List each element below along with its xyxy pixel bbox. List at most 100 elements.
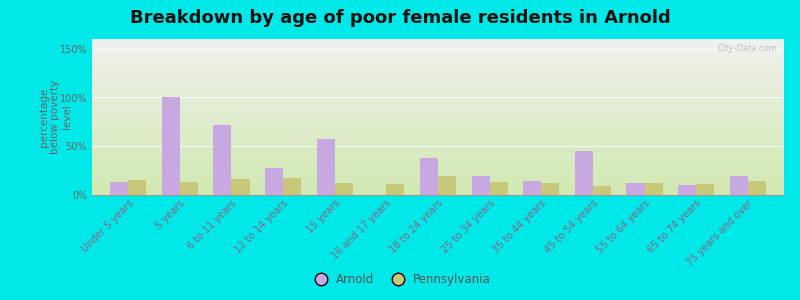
Bar	[92, 108, 784, 109]
Bar	[92, 173, 784, 175]
Bar	[92, 126, 784, 128]
Bar	[92, 117, 784, 118]
Bar	[92, 50, 784, 52]
Bar	[92, 190, 784, 192]
Bar	[92, 97, 784, 98]
Bar	[283, 178, 301, 195]
Bar	[92, 48, 784, 50]
Bar	[92, 73, 784, 75]
Bar	[92, 150, 784, 151]
Bar	[92, 125, 784, 126]
Bar	[92, 52, 784, 53]
Bar	[92, 45, 784, 47]
Bar	[92, 109, 784, 111]
Bar	[523, 181, 542, 195]
Bar	[420, 158, 438, 195]
Bar	[92, 159, 784, 161]
Bar	[92, 172, 784, 173]
Bar	[92, 139, 784, 140]
Bar	[334, 183, 353, 195]
Bar	[593, 186, 611, 195]
Text: Under 5 years: Under 5 years	[79, 198, 135, 254]
Bar	[92, 170, 784, 172]
Bar	[92, 94, 784, 95]
Bar	[92, 58, 784, 59]
Bar	[231, 179, 250, 195]
Bar	[626, 183, 645, 195]
Bar	[180, 182, 198, 195]
Bar	[92, 98, 784, 100]
Text: 16 and 17 years: 16 and 17 years	[330, 198, 394, 261]
Bar	[92, 116, 784, 117]
Bar	[92, 136, 784, 137]
Bar	[92, 158, 784, 159]
Bar	[128, 180, 146, 195]
Text: 65 to 74 years: 65 to 74 years	[646, 198, 703, 255]
Bar	[92, 130, 784, 131]
Text: 5 years: 5 years	[154, 198, 187, 231]
Bar	[92, 106, 784, 108]
Text: 15 years: 15 years	[305, 198, 342, 235]
Bar	[696, 184, 714, 195]
Bar	[92, 53, 784, 55]
Bar	[92, 164, 784, 165]
Y-axis label: percentage
below poverty
level: percentage below poverty level	[38, 80, 72, 154]
Bar	[92, 47, 784, 48]
Text: 18 to 24 years: 18 to 24 years	[388, 198, 445, 255]
Bar	[92, 64, 784, 65]
Bar	[92, 137, 784, 139]
Bar	[92, 59, 784, 61]
Bar	[92, 153, 784, 154]
Bar	[92, 134, 784, 136]
Bar	[92, 44, 784, 45]
Bar	[92, 184, 784, 186]
Bar	[92, 65, 784, 67]
Bar	[92, 187, 784, 189]
Bar	[317, 140, 334, 195]
Bar	[92, 176, 784, 178]
Bar	[92, 55, 784, 56]
Bar	[92, 100, 784, 101]
Bar	[92, 114, 784, 116]
Bar	[110, 182, 128, 195]
Bar	[438, 176, 456, 195]
Bar	[92, 72, 784, 73]
Bar	[92, 151, 784, 153]
Bar	[92, 148, 784, 150]
Bar	[92, 95, 784, 97]
Bar	[92, 62, 784, 64]
Text: City-Data.com: City-Data.com	[718, 44, 777, 53]
Bar	[92, 111, 784, 112]
Bar	[92, 56, 784, 58]
Bar	[92, 39, 784, 40]
Text: 6 to 11 years: 6 to 11 years	[186, 198, 238, 250]
Bar	[92, 104, 784, 106]
Bar	[92, 178, 784, 179]
Bar	[92, 192, 784, 194]
Bar	[678, 185, 696, 195]
Bar	[92, 194, 784, 195]
Text: Breakdown by age of poor female residents in Arnold: Breakdown by age of poor female resident…	[130, 9, 670, 27]
Bar	[92, 175, 784, 176]
Bar	[92, 61, 784, 62]
Bar	[92, 145, 784, 147]
Bar	[92, 140, 784, 142]
Bar	[92, 181, 784, 182]
Bar	[92, 75, 784, 76]
Bar	[730, 176, 748, 195]
Text: 12 to 14 years: 12 to 14 years	[233, 198, 290, 255]
Bar	[471, 176, 490, 195]
Bar	[92, 147, 784, 148]
Bar	[92, 167, 784, 169]
Bar	[92, 179, 784, 181]
Bar	[92, 154, 784, 156]
Bar	[92, 156, 784, 158]
Text: 25 to 34 years: 25 to 34 years	[440, 198, 497, 255]
Bar	[92, 120, 784, 122]
Bar	[92, 91, 784, 92]
Text: 45 to 54 years: 45 to 54 years	[543, 198, 600, 255]
Bar	[214, 125, 231, 195]
Bar	[92, 186, 784, 187]
Bar	[92, 80, 784, 81]
Bar	[92, 133, 784, 134]
